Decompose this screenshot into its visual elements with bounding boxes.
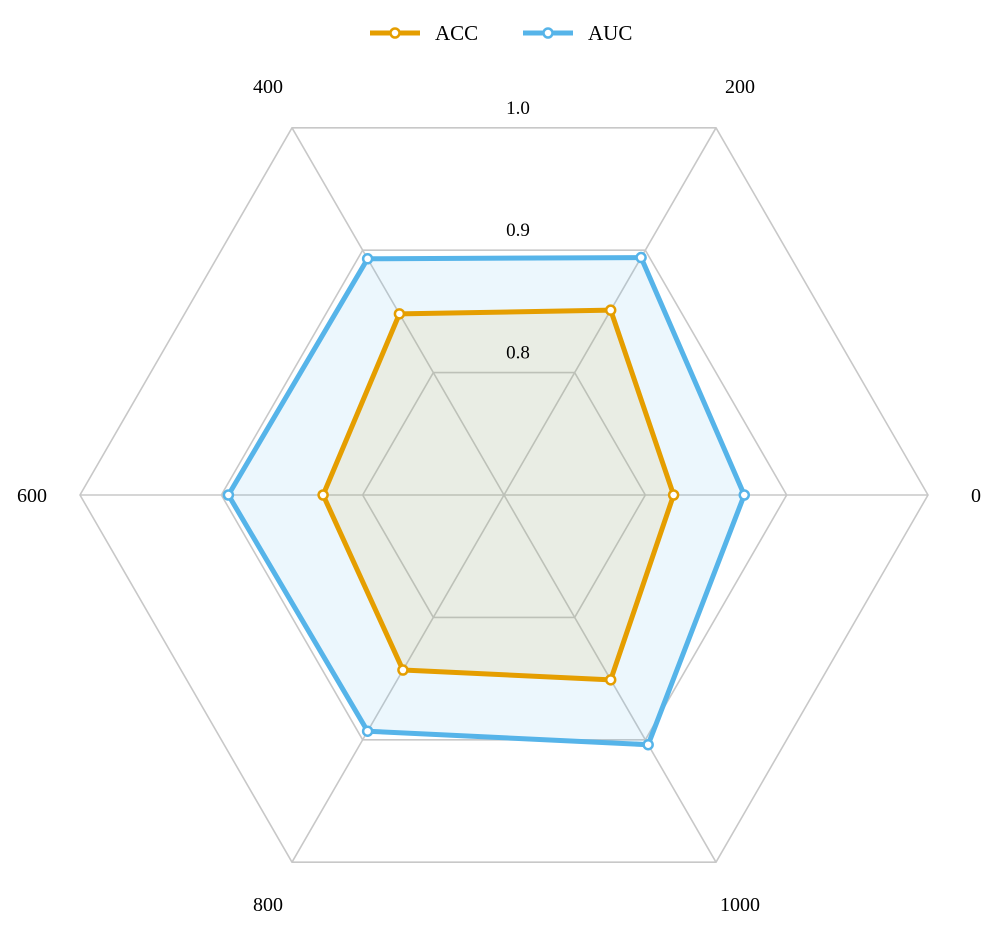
radial-tick-label: 0.9 <box>506 220 530 241</box>
legend-label-auc: AUC <box>588 21 632 45</box>
point-acc-200 <box>604 304 617 316</box>
point-auc-200 <box>635 251 647 264</box>
legend-marker-auc <box>542 27 554 39</box>
point-acc-400 <box>393 308 406 320</box>
legend-label-acc: ACC <box>435 21 478 45</box>
radial-tick-label: 1.0 <box>506 98 530 119</box>
point-auc-600 <box>222 489 235 501</box>
labels-layer: 0.8 0.9 1.0 0 200 400 600 800 1000 <box>17 76 981 916</box>
category-label-400: 400 <box>253 76 283 98</box>
spoke-800 <box>291 494 505 863</box>
category-label-600: 600 <box>17 485 47 507</box>
category-label-800: 800 <box>253 894 283 916</box>
point-auc-400 <box>361 253 374 265</box>
point-acc-1000 <box>604 674 617 686</box>
point-auc-1000 <box>642 738 654 751</box>
category-label-1000: 1000 <box>720 894 760 916</box>
series-fill-auc <box>228 257 745 745</box>
radial-tick-label: 0.8 <box>506 343 530 364</box>
category-label-200: 200 <box>725 76 755 98</box>
point-acc-0 <box>667 489 680 501</box>
point-auc-800 <box>361 725 374 737</box>
point-acc-800 <box>397 664 409 676</box>
category-label-0: 0 <box>971 485 981 507</box>
series-layer <box>222 251 751 751</box>
radar-grid <box>79 127 929 863</box>
legend-marker-acc <box>389 27 401 39</box>
point-acc-600 <box>317 489 329 501</box>
series-fill-acc <box>323 310 674 680</box>
point-auc-0 <box>738 489 751 501</box>
legend: ACC AUC <box>370 21 632 45</box>
